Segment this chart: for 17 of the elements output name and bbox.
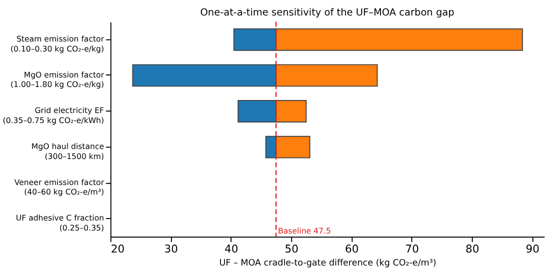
chart-title: One-at-a-time sensitivity of the UF–MOA carbon gap <box>200 7 454 18</box>
x-tick-label: 30 <box>164 242 178 256</box>
y-tick-label: Grid electricity EF (0.35–0.75 kg CO₂-e/kWh) <box>2 106 105 125</box>
y-tick-label: Veneer emission factor (40–60 kg CO₂-e/m³) <box>14 178 105 197</box>
y-tick-label: Steam emission factor (0.10–0.30 kg CO₂-e/kg) <box>10 34 105 54</box>
x-tick-label: 60 <box>345 242 359 256</box>
x-tick-label: 50 <box>284 242 299 256</box>
x-tick-label: 70 <box>405 242 420 256</box>
x-tick-label: 20 <box>110 242 125 256</box>
x-tick-label: 80 <box>466 242 480 256</box>
y-tick-label: MgO haul distance (300–1500 km) <box>31 142 104 161</box>
y-tick-label: MgO emission factor (1.00–1.80 kg CO₂-e/kg) <box>10 70 105 90</box>
x-tick-label: 40 <box>224 242 238 256</box>
ref-line-label: Baseline 47.5 <box>278 226 331 236</box>
x-tick-label: 90 <box>526 242 540 256</box>
x-axis-title: UF – MOA cradle-to-gate difference (kg CO₂-e/m³) <box>219 258 436 268</box>
y-tick-label: UF adhesive C fraction (0.25–0.35) <box>16 214 104 232</box>
